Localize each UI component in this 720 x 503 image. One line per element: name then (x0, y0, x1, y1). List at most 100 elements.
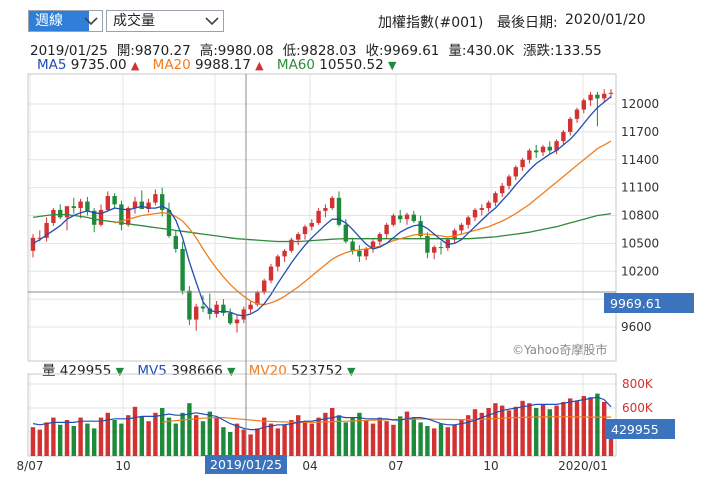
volume-bar (479, 412, 484, 456)
volume-bar (357, 412, 362, 456)
volume-bar (78, 417, 83, 456)
candle-body (357, 250, 362, 257)
candle-body (153, 194, 158, 203)
crosshair-volume-box (605, 419, 675, 439)
price-tick-label: 11100 (621, 181, 659, 195)
candle-body (180, 248, 185, 291)
volume-bar (30, 427, 36, 456)
volume-bar (187, 403, 192, 456)
volume-bar (540, 404, 546, 456)
volume-bar (554, 405, 559, 456)
volume-bar (411, 417, 416, 456)
period-select-value: 週線 (29, 11, 89, 31)
volume-bar (432, 428, 437, 456)
last-date: 2020/01/20 (565, 12, 646, 28)
candle-body (44, 222, 49, 238)
volume-bar (595, 393, 600, 456)
candle-body (58, 209, 63, 218)
volume-label: 量: (448, 43, 467, 59)
volume-tick-label: 800K (622, 377, 654, 391)
ma5-line (32, 96, 612, 317)
volume-bar (92, 428, 97, 456)
ma20-line (114, 140, 612, 306)
ohlc-row: 2019/01/25 開:9870.27 高:9980.08 低:9828.03 收:9… (30, 39, 611, 59)
volume-bar (200, 421, 206, 456)
volume-bar (350, 417, 355, 456)
price-tick-label: 10800 (621, 209, 659, 223)
volume-bar (241, 429, 246, 456)
candle-body (568, 118, 573, 132)
candle-body (160, 194, 165, 210)
volume-bar (132, 406, 138, 456)
volume-bar (574, 400, 580, 456)
vol-value: 429955 (59, 363, 112, 379)
ma5-value: 9735.00 (70, 57, 127, 73)
price-tick-label: 11400 (621, 153, 659, 167)
volume-bar (268, 423, 274, 456)
volume-bar (282, 424, 287, 456)
ma5-legend: MA5 9735.00 ▲ (37, 57, 144, 73)
candle-body (262, 280, 267, 293)
volume-bar (71, 426, 76, 456)
candle-body (241, 309, 246, 320)
candle-body (194, 306, 199, 320)
candle-body (370, 241, 376, 249)
volume-bar (58, 424, 63, 456)
volume-bar (160, 408, 165, 456)
chevron-down-icon[interactable] (80, 11, 102, 31)
low-value: 9828.03 (300, 43, 357, 59)
volume-bar (336, 415, 342, 456)
volume-bar (221, 427, 226, 456)
crosshair-price-box (604, 293, 694, 313)
candle-body (472, 209, 478, 218)
volume-bar (180, 412, 185, 456)
volume-bar (105, 412, 110, 456)
candle-body (398, 215, 403, 220)
volume-bar (370, 423, 376, 456)
candle-body (418, 221, 423, 236)
candle-body (78, 201, 83, 209)
ma20-label: MA20 (152, 57, 191, 73)
volume-bar (404, 411, 410, 456)
high-label: 高: (199, 43, 218, 59)
candle-body (268, 266, 274, 281)
volume-bar (377, 417, 382, 456)
candle-body (64, 206, 70, 218)
volume-bar (343, 422, 348, 456)
candle-body (336, 197, 342, 225)
volume-bar (466, 415, 471, 456)
close-value: 9969.61 (383, 43, 440, 59)
chevron-down-icon[interactable] (201, 11, 223, 31)
candle-body (112, 195, 117, 205)
volume-bar (391, 424, 396, 456)
candle-body (438, 247, 444, 249)
indicator-select[interactable]: 成交量 (106, 10, 224, 32)
candle-body (343, 224, 348, 242)
volume-legend: 量 429955 ▼ MV5 398666 ▼ MV20 523752 ▼ (42, 359, 364, 379)
ma20-legend: MA20 9988.17 ▲ (153, 57, 268, 73)
ma5-label: MA5 (37, 57, 67, 73)
price-tick-label: 12000 (621, 97, 659, 111)
candle-body (296, 234, 301, 240)
volume-bar (255, 428, 260, 456)
volume-bar (527, 403, 532, 456)
candle-body (289, 239, 294, 251)
volume-bar (459, 420, 464, 456)
volume-bar (309, 423, 314, 456)
mv5-legend: MV5 398666 ▼ (137, 363, 239, 379)
candle-body (350, 241, 355, 251)
volume-bar (418, 422, 423, 456)
candle-body (207, 308, 212, 314)
x-tick-label: 07 (388, 459, 403, 473)
volume-bar (316, 417, 321, 456)
candle-body (581, 100, 586, 110)
open-label: 開: (116, 43, 135, 59)
volume-bar (119, 423, 124, 456)
volume-bar (302, 421, 308, 456)
volume-bar (588, 397, 593, 456)
period-select[interactable]: 週線 (28, 10, 103, 32)
mv5-value: 398666 (171, 363, 223, 379)
volume-bar (262, 417, 267, 456)
candle-body (323, 208, 328, 211)
